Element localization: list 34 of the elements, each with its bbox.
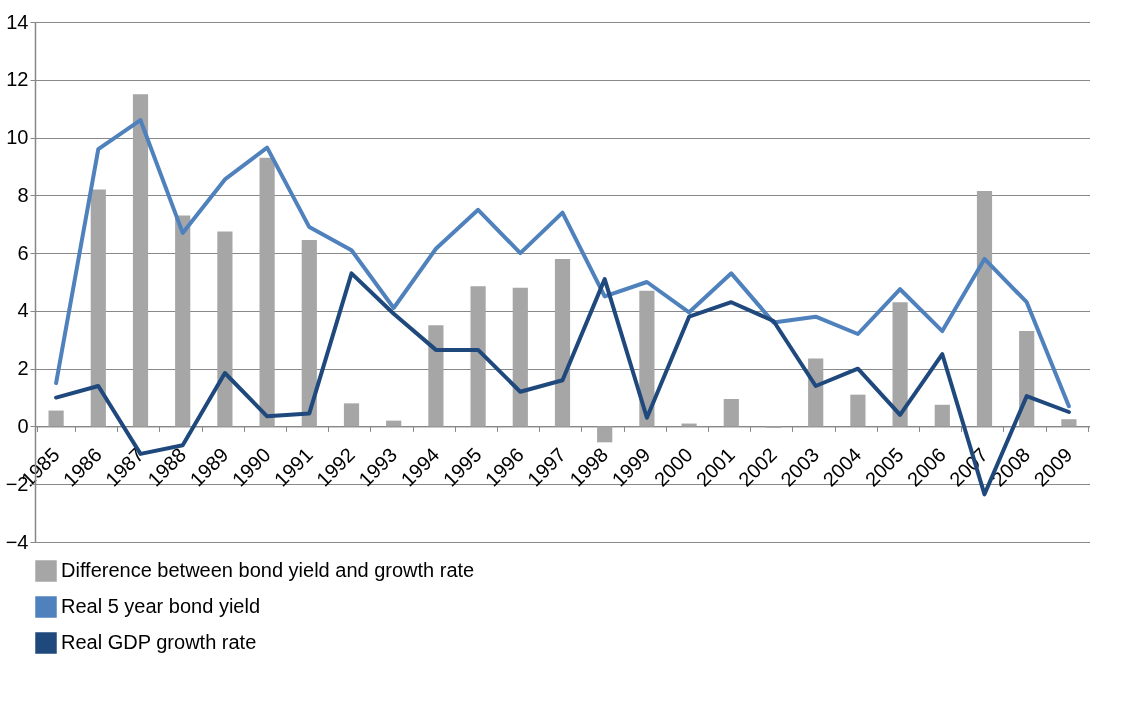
bar [554, 258, 571, 427]
y-tick-label: 14 [6, 10, 29, 33]
legend-label: Difference between bond yield and growth rate [61, 559, 475, 581]
y-tick-label: 12 [6, 68, 29, 91]
y-tick-label: 8 [17, 183, 29, 206]
bar [48, 410, 64, 427]
legend-label: Real 5 year bond yield [61, 595, 261, 617]
legend-label: Real GDP growth rate [61, 631, 257, 653]
bar [976, 191, 993, 427]
y-tick-label: −4 [5, 530, 29, 553]
bar [132, 94, 149, 427]
y-tick-label: 4 [17, 299, 29, 322]
bar [470, 286, 486, 427]
bar [90, 189, 106, 427]
bar [639, 290, 655, 427]
y-tick-label: 0 [17, 414, 29, 437]
bar [175, 215, 191, 427]
bar [259, 157, 275, 427]
bar [1019, 331, 1035, 427]
bar [850, 394, 866, 427]
bar [597, 426, 613, 443]
bar [892, 302, 908, 427]
y-tick-label: 2 [17, 357, 29, 380]
bar [512, 287, 528, 427]
bar [343, 403, 360, 427]
y-tick-label: 10 [6, 126, 29, 149]
line-series [54, 118, 1071, 409]
bar [428, 325, 444, 427]
bar [1061, 419, 1077, 427]
y-tick-label: 6 [17, 241, 29, 264]
bar [723, 399, 739, 427]
bar [934, 404, 950, 427]
bar [301, 240, 317, 427]
bar [217, 231, 233, 427]
